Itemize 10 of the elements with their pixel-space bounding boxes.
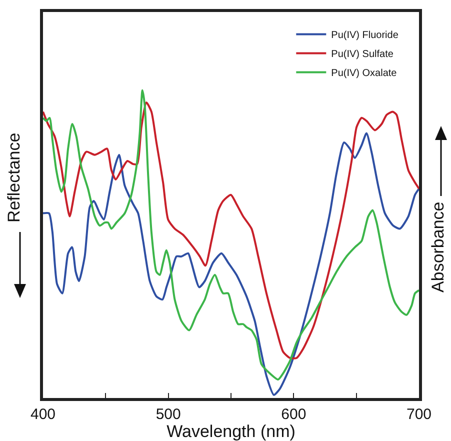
x-tick-label: 700 [406,406,432,423]
legend-label: Pu(IV) Oxalate [331,68,398,80]
legend-label: Pu(IV) Sulfate [331,49,394,60]
x-tick-label: 400 [30,406,56,423]
y2-axis-title: Absorbance [428,202,448,292]
x-axis-title: Wavelength (nm) [166,422,296,441]
legend-label: Pu(IV) Fluoride [331,30,399,42]
y-axis-title: Reflectance [4,132,24,223]
x-tick-label: 600 [281,406,306,423]
x-tick-label: 500 [156,406,181,423]
